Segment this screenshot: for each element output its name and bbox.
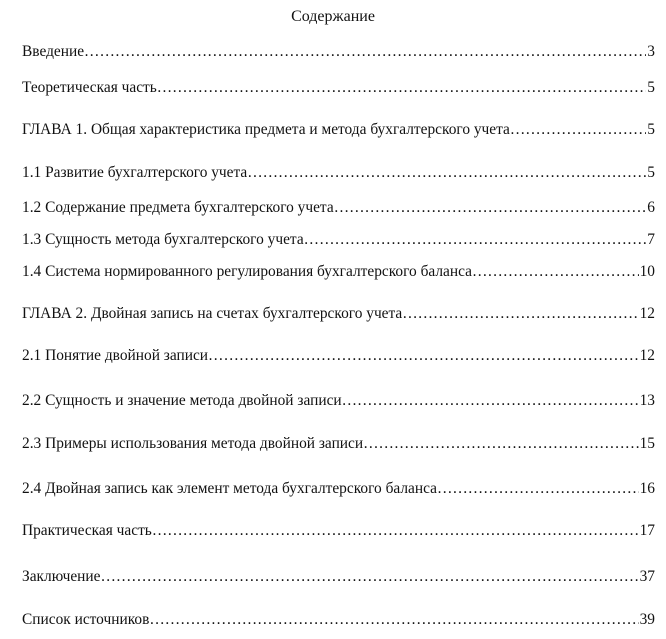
toc-entry-page: 15 xyxy=(639,435,655,452)
dot-leader xyxy=(342,390,639,412)
toc-entry: 1.4 Система нормированного регулирования… xyxy=(22,261,655,283)
toc-title: Содержание xyxy=(291,8,375,25)
toc-entry-label: Список источников xyxy=(22,611,150,628)
dot-leader xyxy=(363,433,639,455)
toc-entry-label: ГЛАВА 1. Общая характеристика предмета и… xyxy=(22,121,510,138)
dot-leader xyxy=(152,520,639,542)
toc-entry: 1.2 Содержание предмета бухгалтерского у… xyxy=(22,197,655,219)
toc-entry-label: 2.2 Сущность и значение метода двойной з… xyxy=(22,392,342,409)
toc-entry-label: 1.1 Развитие бухгалтерского учета xyxy=(22,164,248,181)
dot-leader xyxy=(84,41,646,63)
toc-entry: Практическая часть 17 xyxy=(22,520,655,542)
dot-leader xyxy=(247,162,646,184)
dot-leader xyxy=(101,566,639,588)
toc-entry-label: Теоретическая часть xyxy=(22,79,157,96)
dot-leader xyxy=(304,229,647,251)
dot-leader xyxy=(334,197,647,219)
toc-entry-label: 1.2 Содержание предмета бухгалтерского у… xyxy=(22,199,334,216)
toc-entry: Теоретическая часть 5 xyxy=(22,77,655,99)
toc-entry-page: 12 xyxy=(639,305,655,322)
toc-entry-page: 6 xyxy=(647,199,655,216)
toc-entry-label: Введение xyxy=(22,43,85,60)
toc-entry-label: 2.4 Двойная запись как элемент метода бу… xyxy=(22,480,437,497)
dot-leader xyxy=(208,345,639,367)
toc-entry-page: 7 xyxy=(647,231,655,248)
toc-entry-label: 1.4 Система нормированного регулирования… xyxy=(22,263,472,280)
toc-entry-page: 10 xyxy=(639,263,655,280)
toc-entry-page: 12 xyxy=(639,347,655,364)
toc-entry: ГЛАВА 2. Двойная запись на счетах бухгал… xyxy=(22,303,655,325)
toc-entry-page: 5 xyxy=(647,79,655,96)
toc-entry: Заключение 37 xyxy=(22,566,655,588)
toc-entry-page: 16 xyxy=(639,480,655,497)
toc-entry-page: 5 xyxy=(647,164,655,181)
toc-entry: ГЛАВА 1. Общая характеристика предмета и… xyxy=(22,119,655,141)
toc-entry: Список источников 39 xyxy=(22,609,655,631)
toc-entry-page: 3 xyxy=(647,43,655,60)
toc-entry-page: 37 xyxy=(639,568,655,585)
toc-entry-label: Практическая часть xyxy=(22,522,152,539)
toc-entry-page: 39 xyxy=(639,611,655,628)
toc-entry: Введение 3 xyxy=(22,41,655,63)
toc-entry-page: 5 xyxy=(647,121,655,138)
toc-entry-label: 1.3 Сущность метода бухгалтерского учета xyxy=(22,231,304,248)
toc-entry: 2.3 Примеры использования метода двойной… xyxy=(22,433,655,455)
dot-leader xyxy=(510,119,646,141)
dot-leader xyxy=(472,261,639,283)
dot-leader xyxy=(402,303,638,325)
toc-entry-label: ГЛАВА 2. Двойная запись на счетах бухгал… xyxy=(22,305,403,322)
toc-entry: 2.1 Понятие двойной записи 12 xyxy=(22,345,655,367)
toc-entry: 1.1 Развитие бухгалтерского учета 5 xyxy=(22,162,655,184)
toc-entry-label: 2.1 Понятие двойной записи xyxy=(22,347,209,364)
dot-leader xyxy=(157,77,647,99)
toc-entry: 1.3 Сущность метода бухгалтерского учета… xyxy=(22,229,655,251)
toc-entry-page: 13 xyxy=(639,392,655,409)
toc-entry-label: Заключение xyxy=(22,568,101,585)
toc-entry-label: 2.3 Примеры использования метода двойной… xyxy=(22,435,364,452)
toc-entry: 2.2 Сущность и значение метода двойной з… xyxy=(22,390,655,412)
dot-leader xyxy=(437,478,639,500)
dot-leader xyxy=(149,609,638,631)
toc-entry: 2.4 Двойная запись как элемент метода бу… xyxy=(22,478,655,500)
toc-entry-page: 17 xyxy=(639,522,655,539)
